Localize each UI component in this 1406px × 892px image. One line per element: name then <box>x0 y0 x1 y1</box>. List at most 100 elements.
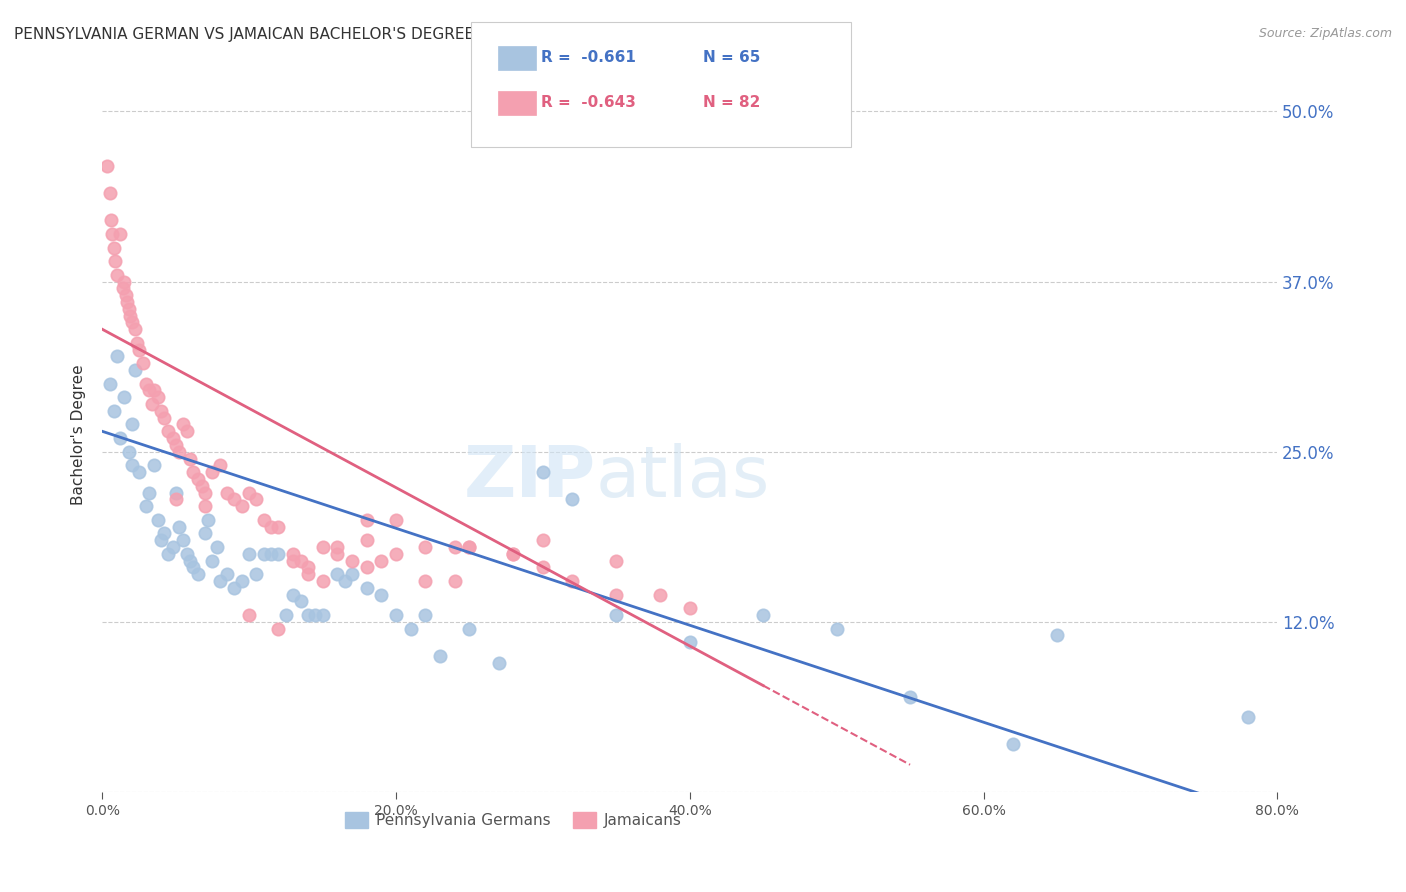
Point <box>112 275 135 289</box>
Point <box>128 465 150 479</box>
Point <box>146 390 169 404</box>
Point <box>531 560 554 574</box>
Point <box>205 540 228 554</box>
Point <box>103 404 125 418</box>
Point <box>120 309 142 323</box>
Point <box>356 533 378 548</box>
Text: R =  -0.643: R = -0.643 <box>541 95 636 110</box>
Point <box>267 547 290 561</box>
Point <box>458 622 481 636</box>
Point <box>283 547 305 561</box>
Point <box>215 485 238 500</box>
Point <box>340 567 363 582</box>
Point <box>415 574 437 588</box>
Text: Source: ZipAtlas.com: Source: ZipAtlas.com <box>1258 27 1392 40</box>
Point <box>356 581 378 595</box>
Point <box>118 444 141 458</box>
Point <box>153 410 176 425</box>
Point <box>167 444 190 458</box>
Point <box>187 567 209 582</box>
Point <box>121 458 143 473</box>
Point <box>290 594 312 608</box>
Point <box>283 553 305 567</box>
Point <box>605 553 627 567</box>
Point <box>108 227 131 241</box>
Point <box>118 301 141 316</box>
Point <box>238 547 260 561</box>
Point <box>128 343 150 357</box>
Point <box>385 547 408 561</box>
Point <box>176 425 198 439</box>
Point <box>443 540 465 554</box>
Point <box>385 607 408 622</box>
Point <box>399 622 422 636</box>
Point <box>326 567 349 582</box>
Point <box>108 431 131 445</box>
Point <box>333 574 356 588</box>
Text: PENNSYLVANIA GERMAN VS JAMAICAN BACHELOR'S DEGREE CORRELATION CHART: PENNSYLVANIA GERMAN VS JAMAICAN BACHELOR… <box>14 27 644 42</box>
Point <box>162 431 184 445</box>
Point <box>121 315 143 329</box>
Point <box>181 465 204 479</box>
Point <box>197 513 219 527</box>
Point <box>172 417 194 432</box>
Point <box>194 499 217 513</box>
Point <box>165 485 187 500</box>
Point <box>149 404 172 418</box>
Point <box>135 376 157 391</box>
Point <box>370 553 392 567</box>
Point <box>502 547 524 561</box>
Point <box>531 465 554 479</box>
Point <box>224 492 246 507</box>
Point <box>253 547 276 561</box>
Point <box>231 499 253 513</box>
Point <box>340 553 363 567</box>
Point <box>176 547 198 561</box>
Point <box>561 574 583 588</box>
Point <box>141 397 163 411</box>
Point <box>181 560 204 574</box>
Point <box>297 560 319 574</box>
Point <box>121 417 143 432</box>
Point <box>98 376 121 391</box>
Point <box>138 485 160 500</box>
Point <box>326 547 349 561</box>
Point <box>267 519 290 533</box>
Point <box>415 607 437 622</box>
Point <box>245 492 267 507</box>
Point <box>415 540 437 554</box>
Point <box>458 540 481 554</box>
Point <box>385 513 408 527</box>
Point <box>157 547 180 561</box>
Point <box>370 588 392 602</box>
Point <box>165 492 187 507</box>
Point <box>201 465 224 479</box>
Point <box>429 648 451 663</box>
Text: ZIP: ZIP <box>464 443 596 512</box>
Point <box>179 451 201 466</box>
Point <box>194 526 217 541</box>
Point <box>114 288 136 302</box>
Point <box>135 499 157 513</box>
Point <box>105 268 128 282</box>
Point <box>356 560 378 574</box>
Point <box>1001 737 1024 751</box>
Point <box>650 588 672 602</box>
Point <box>132 356 155 370</box>
Text: atlas: atlas <box>596 443 770 512</box>
Point <box>157 425 180 439</box>
Point <box>165 438 187 452</box>
Point <box>326 540 349 554</box>
Point <box>124 363 146 377</box>
Point <box>253 513 276 527</box>
Point <box>605 588 627 602</box>
Point <box>138 384 160 398</box>
Point <box>311 540 333 554</box>
Point <box>191 479 214 493</box>
Point <box>179 553 201 567</box>
Point <box>208 458 231 473</box>
Point <box>898 690 921 704</box>
Point <box>194 485 217 500</box>
Point <box>458 540 481 554</box>
Point <box>488 656 510 670</box>
